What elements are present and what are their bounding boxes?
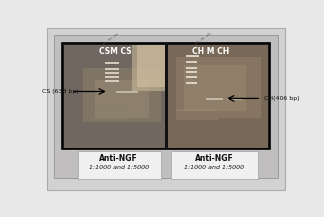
Bar <box>176 118 219 120</box>
Bar <box>64 55 165 58</box>
Bar <box>137 44 165 87</box>
Text: cs  m  cs: cs m cs <box>102 32 119 46</box>
Bar <box>64 91 165 94</box>
Bar <box>64 73 165 76</box>
Bar <box>64 106 165 109</box>
Bar <box>64 127 165 130</box>
Bar <box>64 117 165 119</box>
Bar <box>64 112 165 114</box>
Bar <box>64 47 165 50</box>
Bar <box>171 151 258 179</box>
Bar <box>105 76 119 78</box>
Bar <box>64 86 165 88</box>
Bar <box>83 68 161 122</box>
Bar <box>62 43 270 149</box>
Bar <box>64 78 165 81</box>
Text: CH(406 bp): CH(406 bp) <box>264 96 299 101</box>
Bar <box>64 96 165 99</box>
Bar <box>105 62 119 64</box>
Bar <box>64 94 165 96</box>
Text: CSM CS: CSM CS <box>99 47 132 56</box>
Bar <box>64 132 165 135</box>
Text: Anti-NGF: Anti-NGF <box>195 154 234 163</box>
Bar <box>186 55 199 57</box>
Bar <box>64 70 165 73</box>
Text: CS (638 bp): CS (638 bp) <box>42 89 79 94</box>
Bar <box>64 99 165 101</box>
Bar <box>132 44 165 91</box>
Bar <box>186 82 197 84</box>
Bar <box>64 58 165 60</box>
Bar <box>64 101 165 104</box>
Bar <box>64 119 165 122</box>
Bar <box>165 43 168 149</box>
Bar <box>184 64 246 111</box>
Bar <box>64 83 165 86</box>
Bar <box>64 44 165 47</box>
Bar <box>91 118 130 120</box>
Bar <box>64 65 165 68</box>
Bar <box>64 60 165 62</box>
Text: ch  m  ch: ch m ch <box>194 32 212 46</box>
Bar <box>91 111 130 112</box>
Bar <box>116 91 138 93</box>
Bar <box>64 143 165 145</box>
Bar <box>64 50 165 52</box>
Bar <box>78 151 161 179</box>
Bar <box>64 122 165 125</box>
Bar <box>95 80 149 118</box>
Bar <box>64 145 165 148</box>
Bar <box>64 125 165 127</box>
Bar <box>64 114 165 117</box>
Bar <box>64 62 165 65</box>
Bar <box>54 35 278 178</box>
Bar <box>64 68 165 70</box>
Bar <box>64 130 165 132</box>
Bar <box>167 44 268 148</box>
Text: Anti-NGF: Anti-NGF <box>99 154 138 163</box>
Bar <box>64 44 165 148</box>
Bar <box>64 76 165 78</box>
Bar <box>91 103 130 105</box>
Bar <box>176 109 219 111</box>
Bar <box>226 98 242 100</box>
Bar <box>64 88 165 91</box>
Bar <box>206 98 224 100</box>
Bar <box>64 109 165 112</box>
Bar <box>64 135 165 137</box>
Bar <box>64 81 165 83</box>
Text: 1:1000 and 1:5000: 1:1000 and 1:5000 <box>89 165 149 170</box>
Text: 1:1000 and 1:5000: 1:1000 and 1:5000 <box>184 165 244 170</box>
Bar <box>64 104 165 106</box>
Bar <box>176 57 261 118</box>
Bar <box>105 80 119 82</box>
Bar <box>186 61 197 63</box>
Bar <box>186 76 197 78</box>
Bar <box>64 137 165 140</box>
Bar <box>105 68 119 69</box>
Text: CH M CH: CH M CH <box>192 47 230 56</box>
Bar <box>64 52 165 55</box>
Bar <box>186 71 197 73</box>
Bar <box>105 72 119 74</box>
Bar <box>64 140 165 143</box>
Bar <box>186 67 197 69</box>
